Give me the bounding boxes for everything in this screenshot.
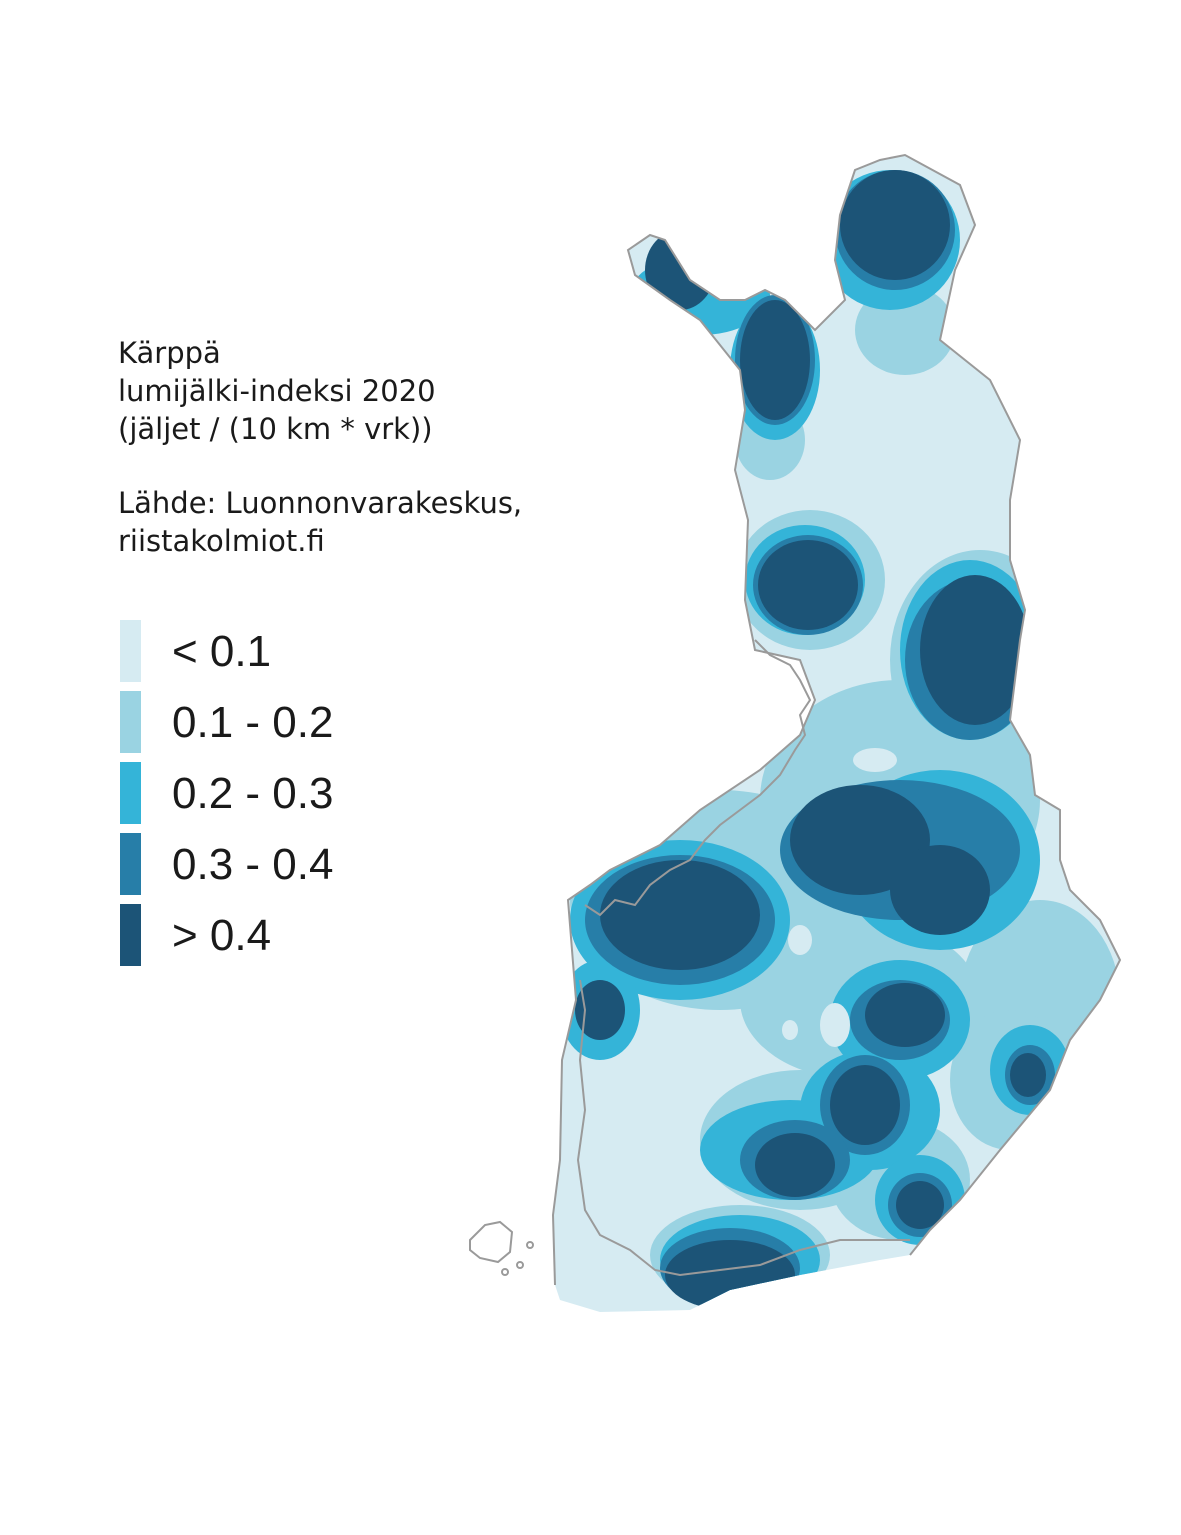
snow-track-index-areas — [553, 155, 1120, 1312]
legend-label: > 0.4 — [172, 911, 272, 960]
legend-swatch — [120, 833, 141, 895]
source-note: Lähde: Luonnonvarakeskus, riistakolmiot.… — [118, 484, 522, 560]
map-title: Kärppä lumijälki-indeksi 2020 (jäljet / … — [118, 334, 436, 448]
source-line-1: Lähde: Luonnonvarakeskus, — [118, 486, 523, 520]
class-gt-0.4-areas — [575, 170, 1046, 1310]
legend-label: 0.1 - 0.2 — [172, 698, 334, 747]
coastline — [576, 639, 910, 1277]
legend-swatch — [120, 620, 141, 682]
legend-label: < 0.1 — [172, 627, 272, 676]
source-line-2: riistakolmiot.fi — [118, 524, 325, 558]
legend-label: 0.2 - 0.3 — [172, 769, 334, 818]
legend-swatch — [120, 904, 141, 966]
legend-swatch — [120, 691, 141, 753]
legend-label: 0.3 - 0.4 — [172, 840, 334, 889]
title-line-index: lumijälki-indeksi 2020 — [118, 374, 436, 408]
country-border — [551, 153, 1122, 1286]
legend-swatch — [120, 762, 141, 824]
aland-islands — [469, 1220, 534, 1276]
title-line-unit: (jäljet / (10 km * vrk)) — [118, 412, 433, 446]
low-value-islands — [782, 748, 897, 1047]
title-line-species: Kärppä — [118, 336, 221, 370]
